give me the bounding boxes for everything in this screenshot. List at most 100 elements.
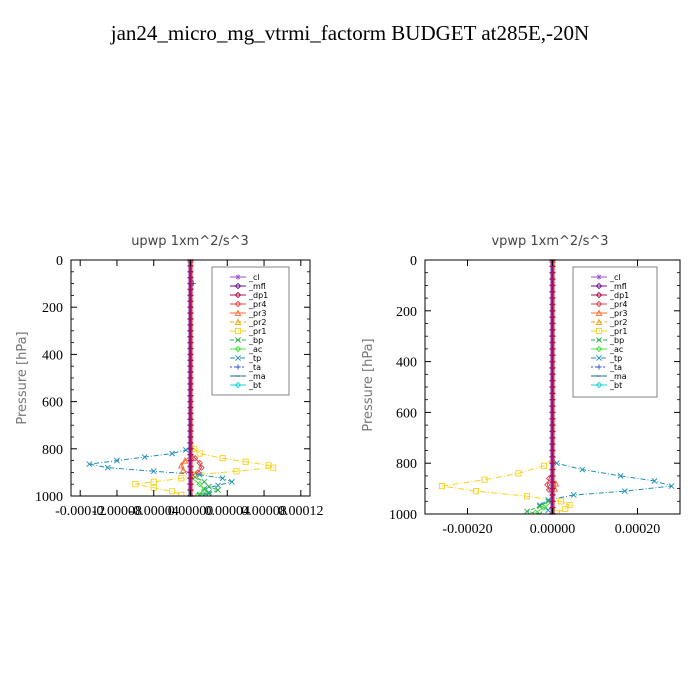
legend-entry-pr2: _pr2 <box>248 318 266 327</box>
legend-entry-dp1: _dp1 <box>609 291 629 300</box>
legend-entry-tp: _tp <box>609 354 622 363</box>
legend-entry-mfl: _mfl <box>609 282 627 291</box>
data-point-ac <box>196 480 203 488</box>
series-line-tp <box>89 260 234 496</box>
data-point-tp <box>169 450 176 457</box>
legend: _cl_mfl_dp1_pr4_pr3_pr2_pr1_bp_ac_tp_ta_… <box>572 266 658 398</box>
data-point-tp <box>196 491 203 496</box>
legend-marker-mfl <box>234 282 242 290</box>
legend-marker-dp1 <box>234 291 242 299</box>
legend-entry-mfl: _mfl <box>248 282 266 291</box>
data-point-tp <box>553 460 560 467</box>
data-point-bp <box>215 487 221 494</box>
data-point-pr1 <box>566 502 573 509</box>
legend-marker-dp1 <box>595 291 603 299</box>
legend-entry-bt: _bt <box>248 381 261 390</box>
legend-entry-cl: _cl <box>248 273 260 282</box>
x-tick-label: 0.00020 <box>615 522 661 537</box>
zero-bundle <box>549 259 556 515</box>
y-tick-label: 200 <box>42 301 63 316</box>
legend-entry-cl: _cl <box>609 273 621 282</box>
y-tick-label: 800 <box>396 457 417 472</box>
data-point-pr1 <box>523 493 531 500</box>
legend-box <box>211 266 290 396</box>
data-point-bp <box>205 483 212 490</box>
legend-entry-ta: _ta <box>248 363 261 372</box>
data-point-tp <box>141 454 148 460</box>
legend-entry-ac: _ac <box>248 345 262 354</box>
y-tick-label: 1000 <box>35 490 63 505</box>
y-axis-label-upwp: Pressure [hPa] <box>15 331 30 424</box>
data-point-tp <box>104 464 111 471</box>
legend-marker-pr4 <box>234 300 242 308</box>
data-point-pr4 <box>198 464 205 471</box>
zero-bundle <box>187 259 194 497</box>
data-point-tp <box>150 468 157 475</box>
data-point-pr1 <box>196 450 203 457</box>
legend-marker-mfl <box>595 282 603 290</box>
legend-entry-pr3: _pr3 <box>609 309 627 318</box>
legend-marker-pr1 <box>595 327 603 335</box>
data-point-tp <box>651 478 658 484</box>
data-point-pr1 <box>472 488 480 495</box>
legend-entry-bp: _bp <box>609 336 624 345</box>
data-point-tp <box>215 482 221 489</box>
x-tick-label: 0.00000 <box>530 522 576 537</box>
data-point-ac <box>194 491 202 496</box>
y-tick-label: 200 <box>396 305 417 320</box>
plot-area-vpwp: 0 200 400 600 800 1000 -0.00020 0.00000 0.00020 _… <box>389 254 681 537</box>
x-tick-label: 0.00000 <box>168 504 214 519</box>
legend-marker-pr2 <box>595 318 603 326</box>
legend-marker-tp <box>235 355 241 361</box>
x-tick-label: -0.00008 <box>92 504 142 519</box>
y-tick-label: 1000 <box>389 508 417 523</box>
legend-entry-ta: _ta <box>609 363 622 372</box>
y-tick-label: 0 <box>56 254 63 269</box>
data-point-pr4 <box>196 459 203 467</box>
legend-marker-pr2 <box>234 318 242 326</box>
data-point-pr4 <box>191 455 199 462</box>
data-point-pr3 <box>177 461 185 469</box>
legend-entry-ma: _ma <box>248 372 266 381</box>
panel-title-upwp: upwp 1xm^2/s^3 <box>131 234 249 249</box>
legend-marker-pr4 <box>595 300 603 308</box>
data-point-tp <box>205 489 212 496</box>
legend-marker-ta <box>596 364 602 370</box>
chart-panel-vpwp: vpwp 1xm^2/s^3 Pressure [hPa] 0 200 400 600… <box>361 234 681 537</box>
x-tick-label: 0.00012 <box>278 504 324 519</box>
y-tick-label: 600 <box>42 396 63 411</box>
y-tick-label: 800 <box>42 443 63 458</box>
legend-marker-pr3 <box>595 309 603 317</box>
data-point-pr1 <box>515 470 522 477</box>
y-tick-label: 0 <box>410 254 417 269</box>
legend-entry-tp: _tp <box>248 354 261 363</box>
legend-marker-cl <box>235 274 241 280</box>
data-point-pr1 <box>219 455 226 462</box>
data-point-pr1 <box>169 488 176 495</box>
legend-entry-ac: _ac <box>609 345 623 354</box>
data-point-pr1 <box>178 475 185 482</box>
data-point-pr1 <box>481 476 488 483</box>
legend-marker-bp <box>235 337 241 343</box>
legend-entry-bp: _bp <box>248 336 263 345</box>
x-tick-label: -0.00020 <box>442 522 492 537</box>
data-point-pr4 <box>194 469 202 476</box>
data-point-tp <box>114 457 120 464</box>
plot-area-upwp: 0 200 400 600 800 1000-0.00012-0.00008-0.0000… <box>35 254 324 519</box>
data-point-ac <box>540 504 548 511</box>
series-line-pr1 <box>135 260 275 496</box>
data-point-pr1 <box>557 498 565 505</box>
legend-marker-bp <box>596 337 602 343</box>
legend-marker-bt <box>595 381 603 389</box>
series-line-pr1 <box>441 260 571 514</box>
data-point-pr1 <box>178 491 185 496</box>
legend-marker-cl <box>596 274 602 280</box>
panel-title-vpwp: vpwp 1xm^2/s^3 <box>491 234 608 249</box>
data-point-tp <box>617 472 624 479</box>
data-point-pr1 <box>150 478 157 485</box>
series-line-bp <box>525 260 553 514</box>
data-point-tp <box>196 471 203 478</box>
legend-entry-pr1: _pr1 <box>609 327 627 336</box>
data-point-bp <box>205 490 212 496</box>
